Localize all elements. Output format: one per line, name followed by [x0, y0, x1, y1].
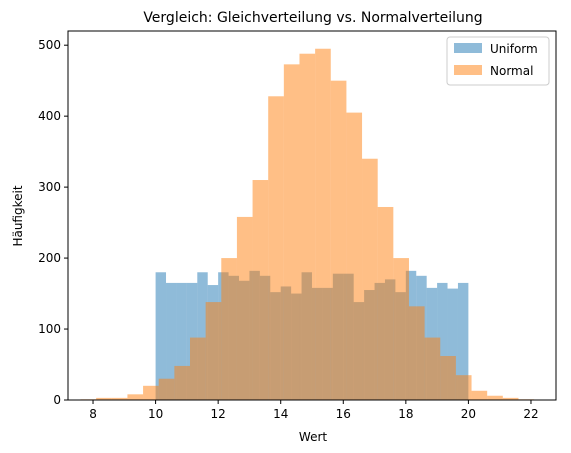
x-tick-label: 22: [523, 407, 538, 421]
histogram-bar-normal: [346, 112, 363, 400]
legend-swatch-normal: [454, 65, 482, 75]
legend-label-normal: Normal: [490, 64, 533, 78]
histogram-bar-normal: [330, 80, 347, 400]
y-tick-label: 300: [38, 180, 61, 194]
histogram-bar-normal: [315, 48, 331, 400]
histogram-bar-normal: [440, 356, 456, 400]
bars-layer: [80, 48, 535, 401]
histogram-bar-normal: [299, 53, 316, 400]
histogram-bar-normal: [190, 337, 206, 400]
histogram-bar-normal: [424, 337, 441, 400]
histogram-bar-normal: [377, 206, 394, 400]
y-axis-label: Häufigkeit: [11, 185, 25, 246]
histogram-bar-normal: [471, 390, 488, 400]
histogram-bar-uniform: [437, 282, 448, 400]
y-tick-label: 400: [38, 109, 61, 123]
x-tick-label: 18: [398, 407, 413, 421]
histogram-bar-uniform: [155, 272, 167, 400]
histogram-bar-normal: [362, 158, 378, 400]
x-tick-label: 20: [461, 407, 476, 421]
legend-label-uniform: Uniform: [490, 42, 538, 56]
legend: Uniform Normal: [446, 36, 550, 86]
histogram-bar-normal: [268, 96, 284, 401]
y-axis-ticks: 0 100 200 300 400 500: [38, 38, 68, 407]
x-tick-label: 8: [89, 407, 97, 421]
histogram-bar-normal: [502, 397, 519, 400]
chart-title: Vergleich: Gleichverteilung vs. Normalve…: [143, 10, 482, 26]
histogram-bar-normal: [158, 378, 175, 400]
histogram-bar-normal: [221, 258, 237, 400]
x-tick-label: 10: [148, 407, 163, 421]
histogram-bar-normal: [408, 306, 425, 400]
y-tick-label: 100: [38, 322, 61, 336]
x-tick-label: 12: [211, 407, 226, 421]
y-tick-label: 500: [38, 38, 61, 52]
histogram-bar-uniform: [197, 272, 208, 400]
histogram-bar-normal: [252, 180, 269, 400]
histogram-bar-normal: [96, 397, 112, 400]
plot-frame: [67, 30, 557, 401]
histogram-bar-normal: [174, 365, 190, 400]
histogram-bar-normal: [393, 258, 409, 400]
histogram-bar-normal: [236, 216, 253, 400]
x-tick-label: 14: [273, 407, 288, 421]
histogram-bar-normal: [143, 385, 159, 400]
histogram-bar-normal: [487, 395, 503, 400]
x-tick-label: 16: [336, 407, 351, 421]
histogram-bar-normal: [455, 375, 472, 400]
histogram-bar-normal: [111, 397, 128, 400]
histogram-bar-uniform: [457, 282, 469, 400]
histogram-bar-normal: [283, 64, 300, 400]
histogram-bar-uniform: [447, 288, 458, 400]
x-axis-label: Wert: [299, 430, 327, 444]
legend-swatch-uniform: [454, 43, 482, 53]
histogram-bar-normal: [205, 302, 222, 400]
x-axis-ticks: 8 10 12 14 16 18 20 22: [89, 400, 539, 421]
histogram-bar-uniform: [166, 282, 177, 400]
histogram-bar-uniform: [176, 282, 187, 400]
y-tick-label: 200: [38, 251, 61, 265]
histogram-bar-normal: [127, 394, 144, 400]
y-tick-label: 0: [53, 393, 61, 407]
